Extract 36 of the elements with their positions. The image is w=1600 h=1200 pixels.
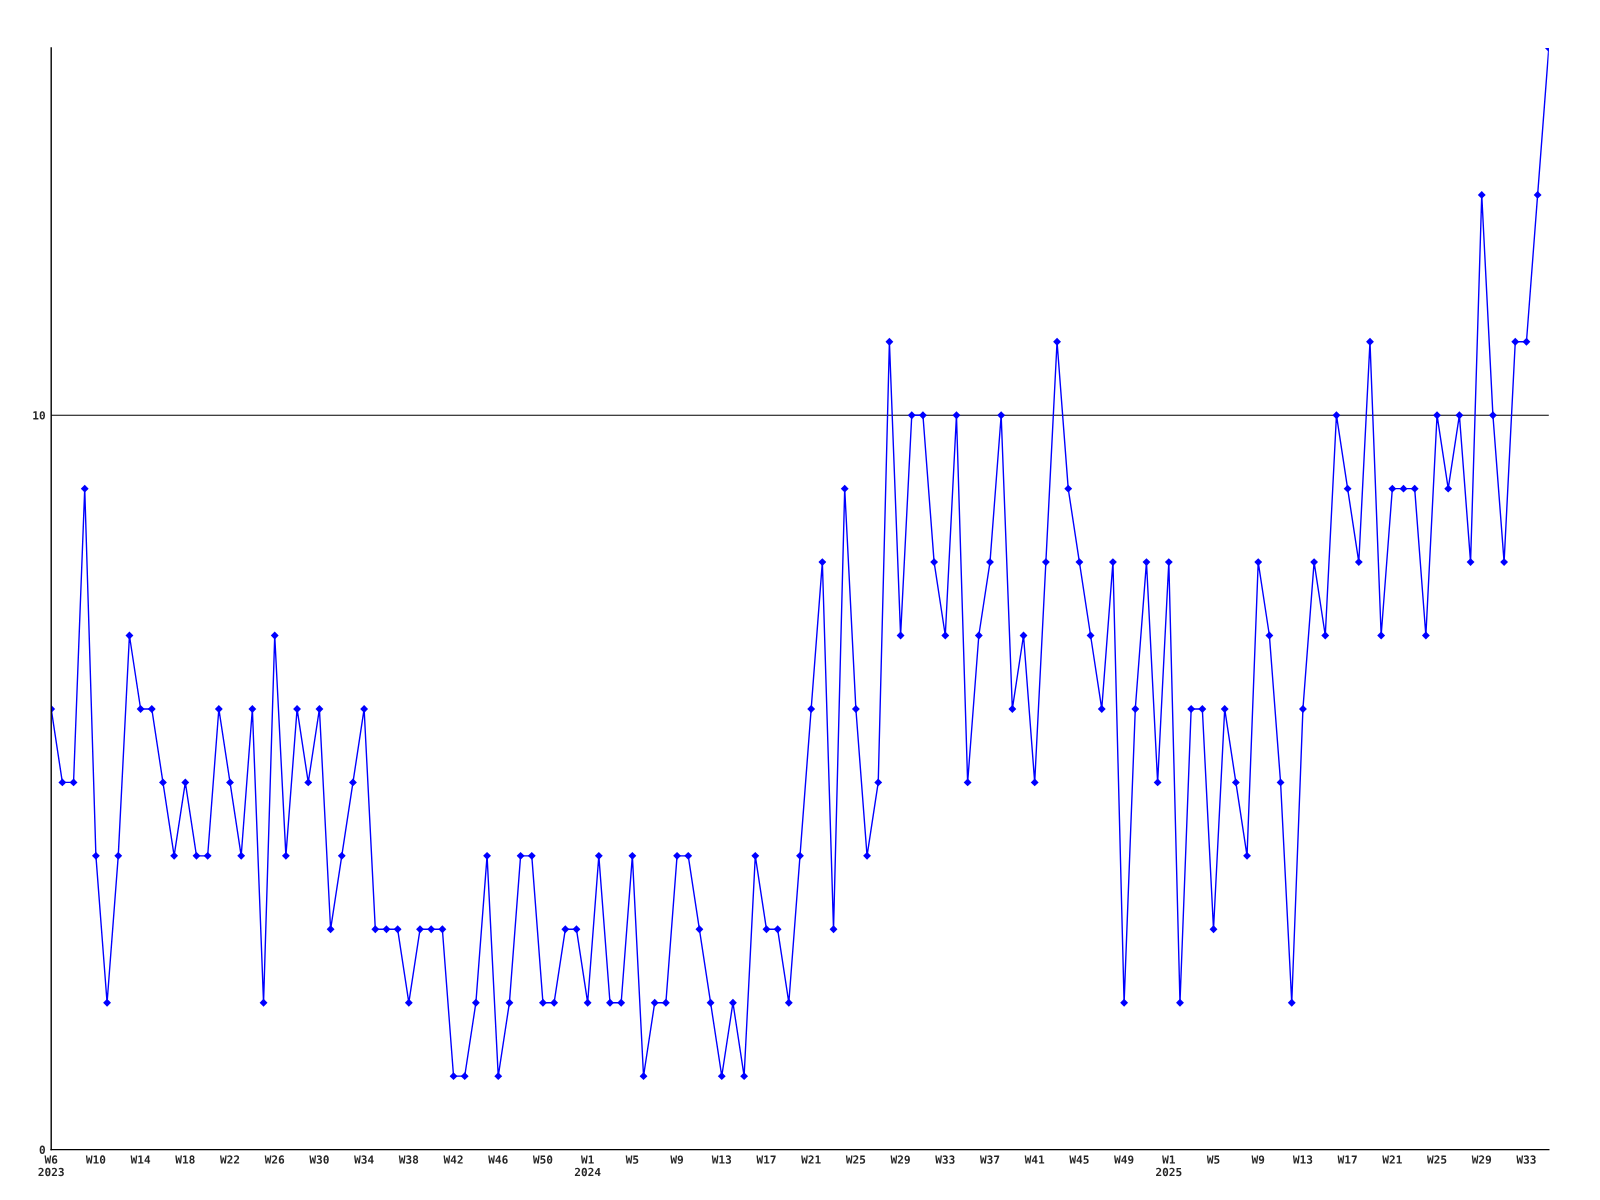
x-tick-label: W1 2024	[574, 1155, 601, 1177]
x-tick-label: W14	[130, 1155, 151, 1164]
x-tick-label: W33	[1516, 1155, 1536, 1164]
x-tick-label: W42	[443, 1155, 463, 1164]
x-tick-label: W21	[1382, 1155, 1402, 1164]
y-tick-label: 10	[33, 411, 45, 420]
x-tick-label: W25	[845, 1155, 866, 1164]
x-tick-label: W6 2023	[38, 1155, 64, 1177]
x-tick-label: W22	[219, 1155, 240, 1164]
x-tick-label: W45	[1069, 1155, 1089, 1164]
x-tick-label: W33	[935, 1155, 955, 1164]
x-tick-label: W9	[670, 1155, 684, 1164]
x-tick-label: W50	[532, 1155, 553, 1164]
x-tick-label: W21	[801, 1155, 821, 1164]
x-tick-label: W30	[309, 1155, 329, 1164]
x-tick-label: W29	[890, 1155, 910, 1164]
x-tick-label: W5	[1206, 1155, 1220, 1164]
x-tick-label: W46	[488, 1155, 508, 1164]
x-tick-label: W17	[1337, 1155, 1357, 1164]
x-tick-label: W25	[1427, 1155, 1447, 1164]
x-tick-label: W26	[264, 1155, 285, 1164]
x-tick-label: W34	[354, 1155, 374, 1164]
x-tick-label: W38	[398, 1155, 419, 1164]
x-tick-label: W18	[175, 1155, 195, 1164]
x-tick-label: W17	[756, 1155, 776, 1164]
x-tick-label: W13	[1292, 1155, 1313, 1164]
y-tick-label: 0	[39, 1145, 45, 1154]
x-tick-label: W1 2025	[1156, 1155, 1182, 1177]
x-tick-label: W41	[1024, 1155, 1045, 1164]
x-tick-label: W49	[1114, 1155, 1134, 1164]
x-tick-label: W9	[1251, 1155, 1265, 1164]
x-tick-label: W10	[85, 1155, 106, 1164]
x-tick-label: W37	[979, 1155, 1000, 1164]
x-tick-label: W29	[1471, 1155, 1492, 1164]
x-tick-label: W13	[711, 1155, 732, 1164]
x-tick-label: W5	[625, 1155, 639, 1164]
